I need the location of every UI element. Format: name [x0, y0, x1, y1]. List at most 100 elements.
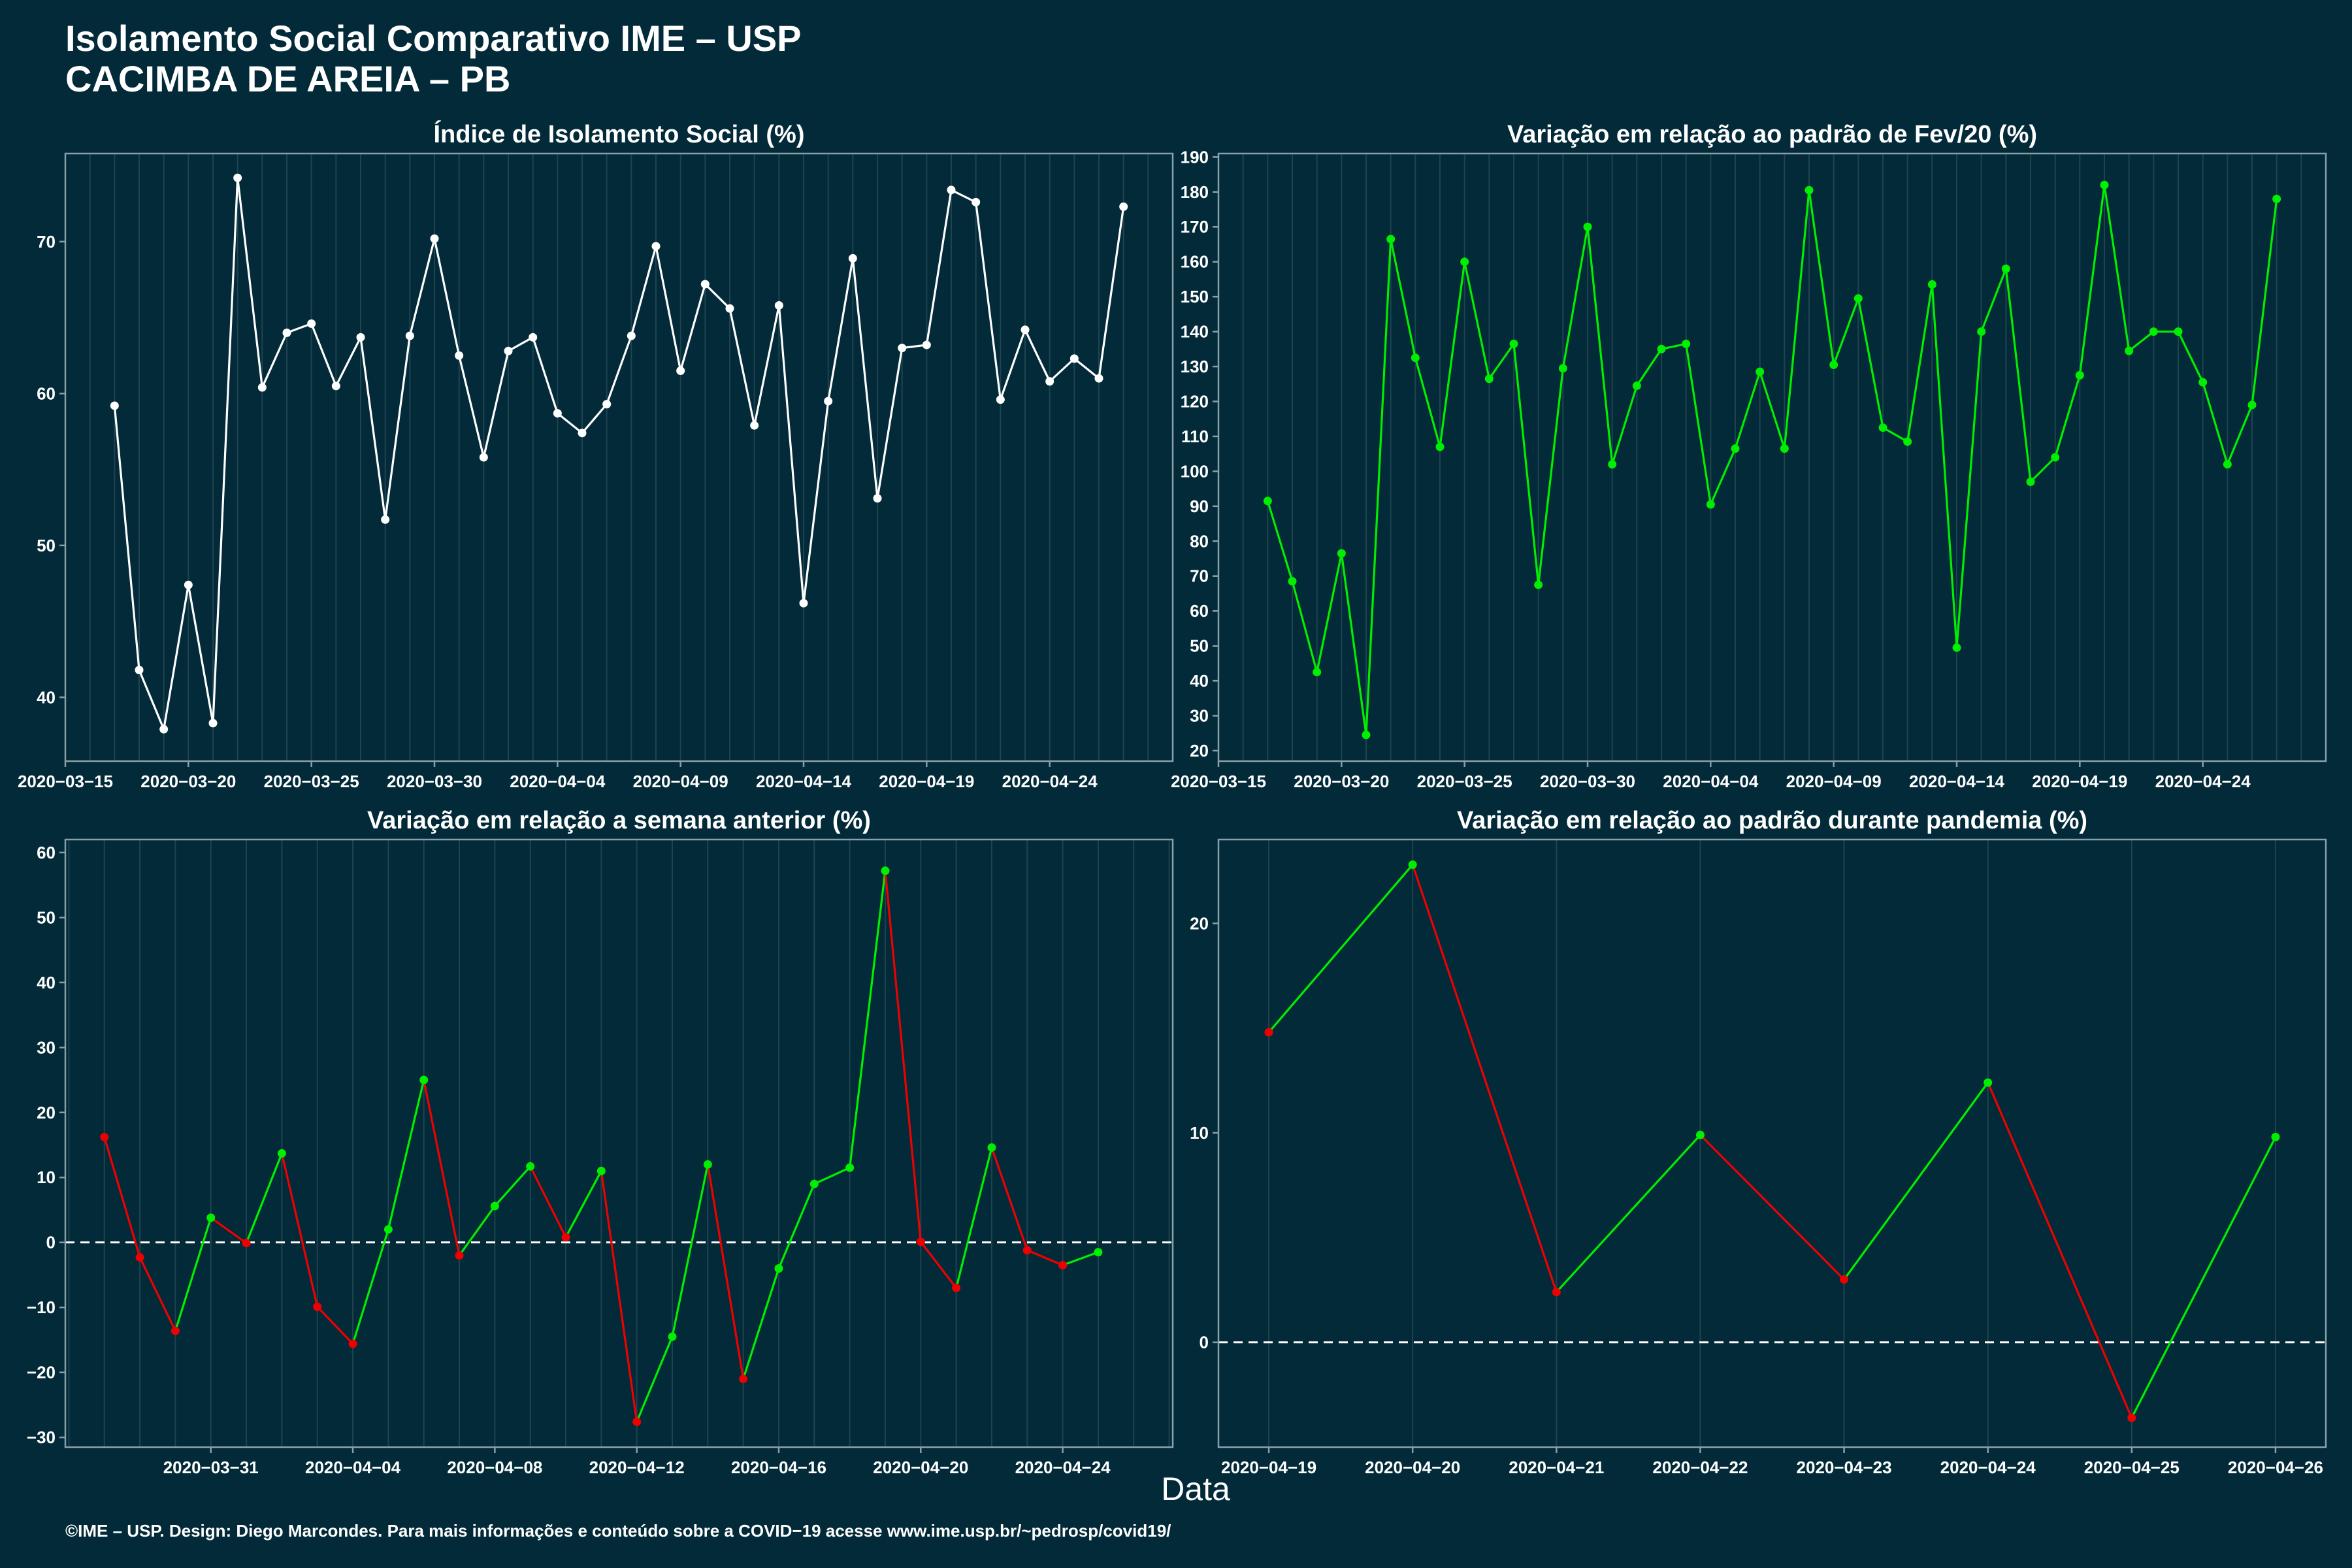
series-segment	[237, 176, 263, 389]
series-segment	[1685, 342, 1712, 506]
series-segment	[384, 335, 411, 521]
data-point	[1288, 577, 1297, 586]
data-point	[627, 331, 636, 340]
data-point	[455, 1251, 464, 1260]
data-point	[1362, 730, 1371, 740]
series-segment	[174, 1217, 212, 1332]
series-segment	[1808, 189, 1835, 366]
series-segment	[728, 307, 756, 427]
y-tick-label: 10	[37, 1168, 56, 1187]
y-tick-label: 190	[1181, 147, 1209, 167]
series-segment	[600, 1169, 638, 1423]
series-segment	[1906, 283, 1933, 443]
main-title-line2: CACIMBA DE AREIA – PB	[65, 58, 511, 99]
data-point	[1460, 257, 1469, 267]
data-point	[135, 666, 144, 674]
data-point	[2198, 378, 2208, 387]
y-tick-label: 60	[1190, 601, 1209, 621]
data-point	[2272, 194, 2281, 203]
series-segment	[1635, 348, 1663, 387]
series-segment	[210, 1217, 248, 1245]
data-point	[479, 453, 488, 462]
data-point	[1337, 549, 1346, 558]
data-point	[2223, 460, 2232, 469]
chart-title: Variação em relação a semana anterior (%…	[367, 807, 871, 834]
data-point	[1952, 643, 1961, 652]
x-tick-label: 2020−04−16	[731, 1458, 826, 1477]
series-segment	[286, 322, 313, 334]
data-point	[2271, 1132, 2280, 1141]
data-point	[1411, 353, 1420, 363]
x-tick-label: 2020−04−19	[879, 772, 974, 791]
x-tick-label: 2020−04−04	[305, 1458, 401, 1477]
data-point	[1780, 444, 1789, 453]
data-point	[1021, 325, 1030, 335]
data-point	[504, 346, 513, 355]
x-tick-label: 2020−04−19	[2032, 772, 2127, 791]
data-point	[774, 301, 783, 310]
series-segment	[2131, 1135, 2277, 1419]
data-point	[2051, 453, 2060, 462]
data-point	[1094, 374, 1103, 383]
data-point	[1706, 500, 1715, 509]
x-tick-label: 2020−04−22	[1652, 1458, 1748, 1477]
data-point	[2174, 327, 2183, 336]
x-tick-label: 2020−04−23	[1797, 1458, 1892, 1477]
series-segment	[433, 237, 461, 357]
y-tick-label: 20	[1190, 741, 1209, 760]
y-tick-label: 70	[37, 232, 56, 252]
x-tick-label: 2020−03−25	[1417, 772, 1512, 791]
data-point	[1119, 202, 1128, 211]
series-segment	[1049, 357, 1075, 383]
x-tick-label: 2020−03−15	[1171, 772, 1266, 791]
data-point	[1022, 1246, 1032, 1255]
y-tick-label: 170	[1181, 217, 1209, 237]
data-point	[307, 319, 316, 328]
series-segment	[975, 201, 1002, 401]
series-segment	[802, 400, 830, 604]
series-segment	[704, 283, 731, 310]
data-point	[1608, 460, 1617, 469]
series-segment	[999, 329, 1026, 401]
series-segment	[1061, 1251, 1100, 1267]
series-segment	[1857, 297, 1884, 429]
data-point	[1731, 444, 1740, 453]
data-point	[1070, 354, 1079, 363]
series-segment	[163, 583, 189, 730]
data-point	[845, 1163, 855, 1172]
data-point	[1854, 294, 1863, 303]
series-segment	[458, 1205, 496, 1257]
chart-panel-1: Índice de Isolamento Social (%) 40 50 60 70 2…	[18, 120, 1174, 791]
data-point	[490, 1201, 499, 1211]
data-point	[2125, 346, 2134, 355]
series-segment	[245, 1152, 283, 1245]
data-point	[381, 515, 390, 524]
series-segment	[351, 1228, 389, 1345]
series-segment	[2251, 197, 2278, 406]
series-segment	[493, 1165, 532, 1207]
series-segment	[1734, 370, 1761, 450]
data-point	[898, 344, 907, 353]
series-segment	[1537, 367, 1564, 586]
data-point	[750, 421, 759, 430]
series-segment	[423, 1079, 461, 1257]
series-segment	[113, 404, 140, 672]
data-point	[1558, 364, 1567, 373]
series-segment	[630, 245, 657, 337]
series-segment	[636, 1335, 674, 1423]
y-tick-label: 110	[1181, 427, 1209, 446]
data-point	[922, 340, 931, 350]
series-segment	[2004, 267, 2032, 483]
data-point	[1840, 1275, 1849, 1284]
data-point	[1927, 280, 1936, 289]
data-point	[384, 1225, 393, 1234]
data-point	[135, 1253, 144, 1262]
series-segment	[2054, 374, 2081, 459]
series-segment	[1439, 261, 1466, 448]
main-title-line1: Isolamento Social Comparativo IME – USP	[65, 18, 802, 59]
y-tick-label: 10	[1190, 1123, 1209, 1143]
panel-border	[1217, 838, 2327, 1448]
series-segment	[876, 346, 904, 500]
data-point	[881, 866, 890, 875]
series-segment	[529, 1165, 567, 1239]
